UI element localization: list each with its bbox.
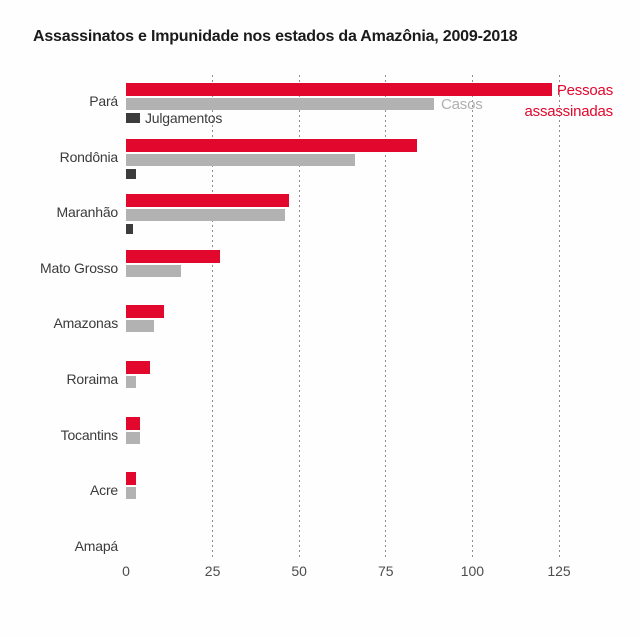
bar-trials-rondnia <box>126 168 137 179</box>
bar-row-par <box>126 83 563 125</box>
x-tick-100: 100 <box>460 563 485 579</box>
legend-julgamentos: Julgamentos <box>145 110 223 126</box>
legend-pessoas-assassinadas: Pessoas assassinadas <box>525 80 614 122</box>
bar-row-roraima <box>126 361 563 403</box>
bar-cases-amazonas <box>126 320 154 333</box>
bar-row-maranho <box>126 194 563 236</box>
bar-assassinated-rondnia <box>126 138 417 152</box>
bar-row-amazonas <box>126 305 563 347</box>
bar-cases-tocantins <box>126 431 140 444</box>
legend-pessoas-line1: Pessoas <box>556 82 613 99</box>
x-tick-125: 125 <box>547 563 571 579</box>
bar-trials-par <box>126 113 140 123</box>
bar-cases-roraima <box>126 376 137 388</box>
bar-row-matogrosso <box>126 249 563 292</box>
plot-area <box>126 75 563 558</box>
bar-assassinated-matogrosso <box>126 249 220 263</box>
gridline-50 <box>298 75 300 558</box>
state-label-roraima: Roraima <box>66 371 118 387</box>
gridline-100 <box>471 75 473 558</box>
bar-cases-maranho <box>126 209 286 222</box>
bar-row-rondnia <box>126 138 563 181</box>
bar-cases-matogrosso <box>126 264 182 277</box>
state-label-matogrosso: Mato Grosso <box>40 259 118 276</box>
bar-assassinated-tocantins <box>126 416 140 430</box>
state-label-acre: Acre <box>90 482 118 499</box>
bar-row-tocantins <box>126 416 563 459</box>
bar-assassinated-par <box>126 83 553 96</box>
x-tick-25: 25 <box>204 563 221 579</box>
bar-assassinated-maranho <box>126 194 289 208</box>
legend-pessoas-line2: assassinadas <box>524 103 614 120</box>
state-label-par: Pará <box>89 93 118 109</box>
gridline-25 <box>212 75 214 558</box>
bar-row-acre <box>126 472 563 514</box>
bar-assassinated-acre <box>126 472 137 486</box>
chart-title: Assassinatos e Impunidade nos estados da… <box>33 28 518 45</box>
bar-cases-par <box>126 98 435 110</box>
bar-trials-maranho <box>126 224 133 235</box>
bar-assassinated-amazonas <box>126 305 165 319</box>
bar-cases-rondnia <box>126 153 355 166</box>
state-label-amazonas: Amazonas <box>53 315 118 332</box>
state-label-tocantins: Tocantins <box>60 426 119 443</box>
bar-cases-acre <box>126 487 137 500</box>
x-tick-0: 0 <box>122 563 130 579</box>
x-tick-75: 75 <box>378 563 394 579</box>
state-label-maranho: Maranhão <box>56 204 119 221</box>
x-tick-50: 50 <box>291 563 307 579</box>
state-label-rondnia: Rondônia <box>59 148 119 165</box>
bar-row-amap <box>126 528 563 570</box>
legend-casos: Casos <box>441 96 483 113</box>
bar-assassinated-roraima <box>126 361 151 374</box>
gridline-125 <box>558 75 560 558</box>
gridline-75 <box>385 75 387 558</box>
state-label-amap: Amapá <box>74 537 119 554</box>
